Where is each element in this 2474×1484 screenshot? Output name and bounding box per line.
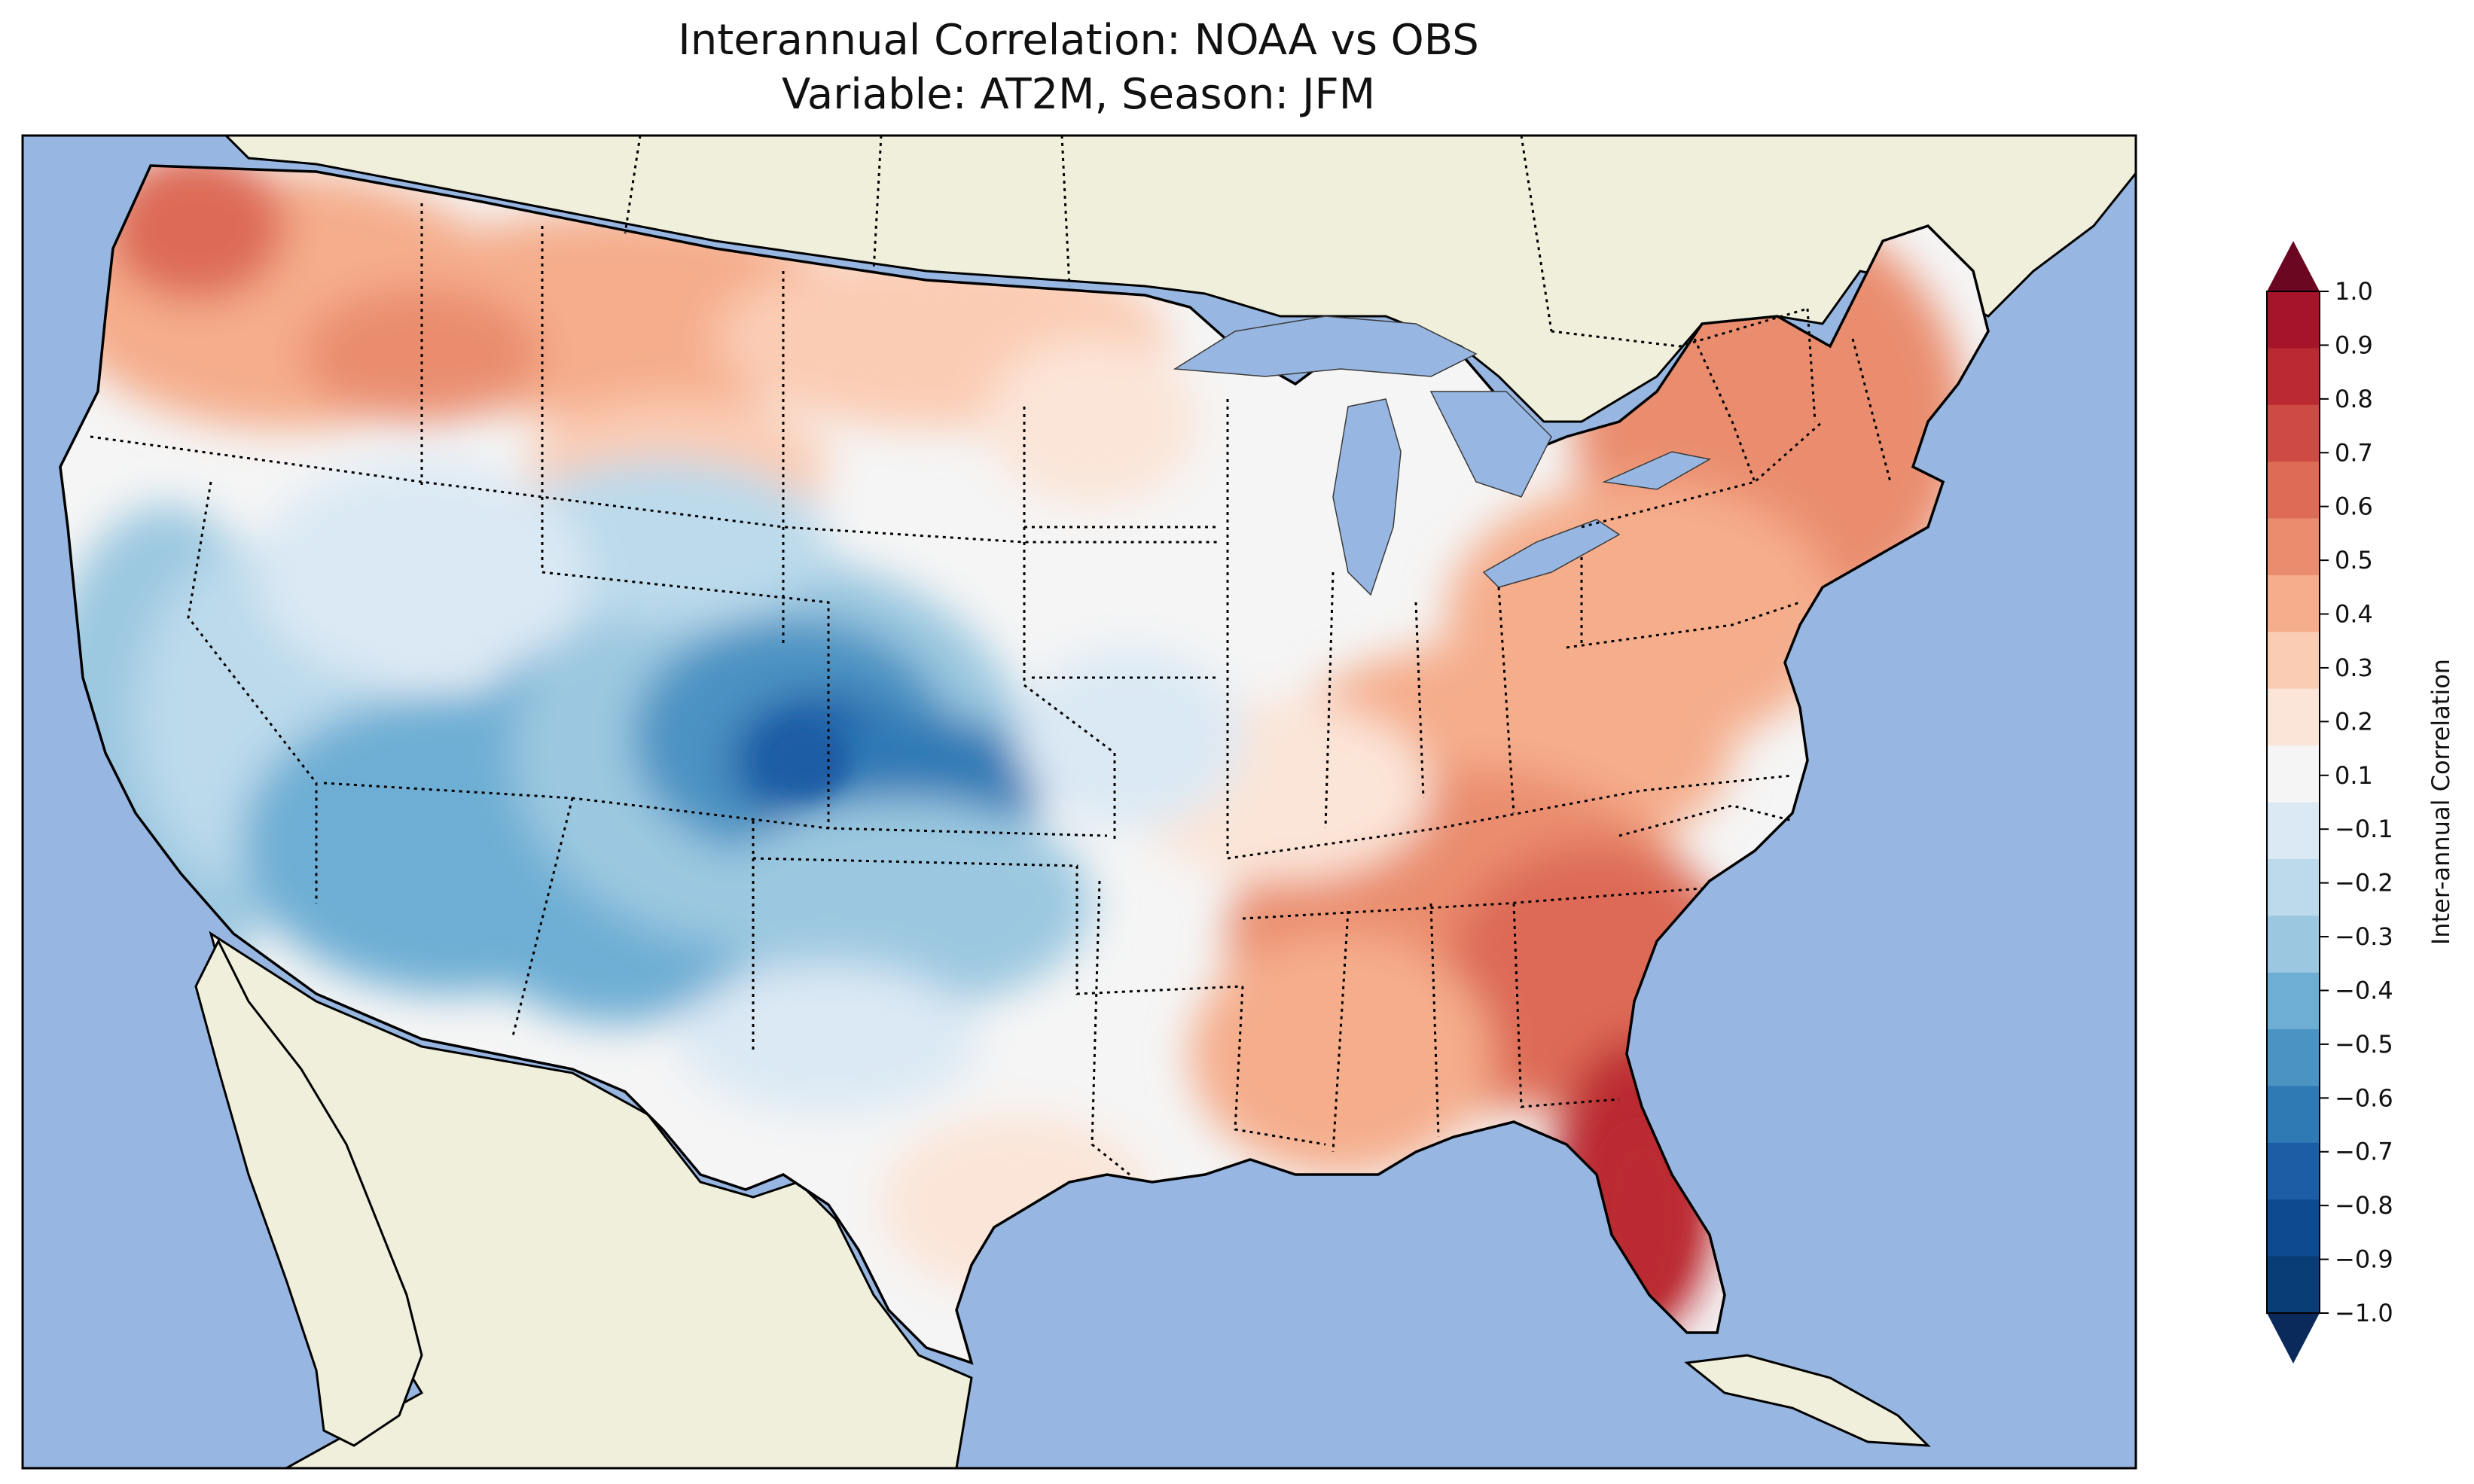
colorbar-band xyxy=(2267,1029,2320,1086)
colorbar-band xyxy=(2267,404,2320,462)
colorbar-tick-label: 1.0 xyxy=(2335,277,2373,306)
colorbar-tick-label: 0.2 xyxy=(2335,707,2373,736)
cuba xyxy=(1684,1354,1931,1447)
colorbar-band xyxy=(2267,1086,2320,1144)
colorbar-tick-label: −0.7 xyxy=(2335,1138,2393,1166)
colorbar-tick-label: 0.8 xyxy=(2335,385,2373,413)
lake-michigan xyxy=(1332,398,1402,596)
colorbar-band xyxy=(2267,574,2320,632)
colorbar-tick-label: −1.0 xyxy=(2335,1299,2393,1327)
colorbar-extend-max xyxy=(2267,241,2320,291)
colorbar: 1.0 0.9 0.8 0.7 0.6 0.5 0.4 0.3 0.2 0.1 −0.1 −0.2 −0… xyxy=(2266,241,2455,1364)
colorbar-tick-label: −0.3 xyxy=(2335,922,2393,951)
canada-land xyxy=(224,136,2136,423)
colorbar-tick-label: −0.6 xyxy=(2335,1083,2393,1112)
colorbar-tick-label: −0.2 xyxy=(2335,869,2393,897)
colorbar-band xyxy=(2267,688,2320,746)
colorbar-band xyxy=(2267,518,2320,576)
colorbar-band xyxy=(2267,348,2320,406)
colorbar-tick-label: −0.9 xyxy=(2335,1245,2393,1274)
colorbar-band xyxy=(2267,745,2320,803)
colorbar-tick-label: 0.7 xyxy=(2335,438,2373,467)
colorbar-tick-label: 0.3 xyxy=(2335,654,2373,682)
state-borders xyxy=(90,203,1892,1176)
map-area xyxy=(23,136,2136,1468)
province-borders xyxy=(624,136,1808,348)
colorbar-tick-label: −0.1 xyxy=(2335,815,2393,843)
colorbar-tick-label: −0.5 xyxy=(2335,1030,2393,1059)
colorbar-tick-label: −0.8 xyxy=(2335,1191,2393,1220)
colorbar-tick-label: 0.9 xyxy=(2335,331,2373,359)
colorbar-ticks: 1.0 0.9 0.8 0.7 0.6 0.5 0.4 0.3 0.2 0.1 −0.1 −0.2 −0… xyxy=(2320,277,2393,1327)
figure-title: Interannual Correlation: NOAA vs OBS xyxy=(678,16,1479,65)
colorbar-frame xyxy=(2266,291,2320,1314)
colorbar-tick-label: −0.4 xyxy=(2335,976,2393,1004)
colorbar-extend-min xyxy=(2267,1313,2320,1364)
lake-superior xyxy=(1173,315,1478,377)
colorbar-bands xyxy=(2267,291,2320,1314)
lake-ontario xyxy=(1602,451,1712,490)
us-coastline xyxy=(59,164,1990,1365)
map-frame xyxy=(21,134,2137,1470)
great-lakes xyxy=(1173,315,1712,596)
lake-huron xyxy=(1429,391,1552,498)
colorbar-band xyxy=(2267,632,2320,690)
colorbar-tick-label: 0.1 xyxy=(2335,761,2373,790)
colorbar-band xyxy=(2267,972,2320,1030)
colorbar-tick-label: 0.6 xyxy=(2335,492,2373,521)
colorbar-tick-label: 0.4 xyxy=(2335,600,2373,629)
colorbar-label: Inter-annual Correlation xyxy=(2427,659,2455,945)
baja-california xyxy=(194,938,423,1447)
colorbar-band xyxy=(2267,802,2320,860)
figure-subtitle: Variable: AT2M, Season: JFM xyxy=(781,70,1376,119)
colorbar-band xyxy=(2267,291,2320,349)
colorbar-band xyxy=(2267,1199,2320,1257)
colorbar-tick-label: 0.5 xyxy=(2335,546,2373,574)
colorbar-band xyxy=(2267,916,2320,974)
colorbar-band xyxy=(2267,1142,2320,1200)
colorbar-band xyxy=(2267,858,2320,916)
colorbar-band xyxy=(2267,1256,2320,1314)
colorbar-band xyxy=(2267,462,2320,520)
